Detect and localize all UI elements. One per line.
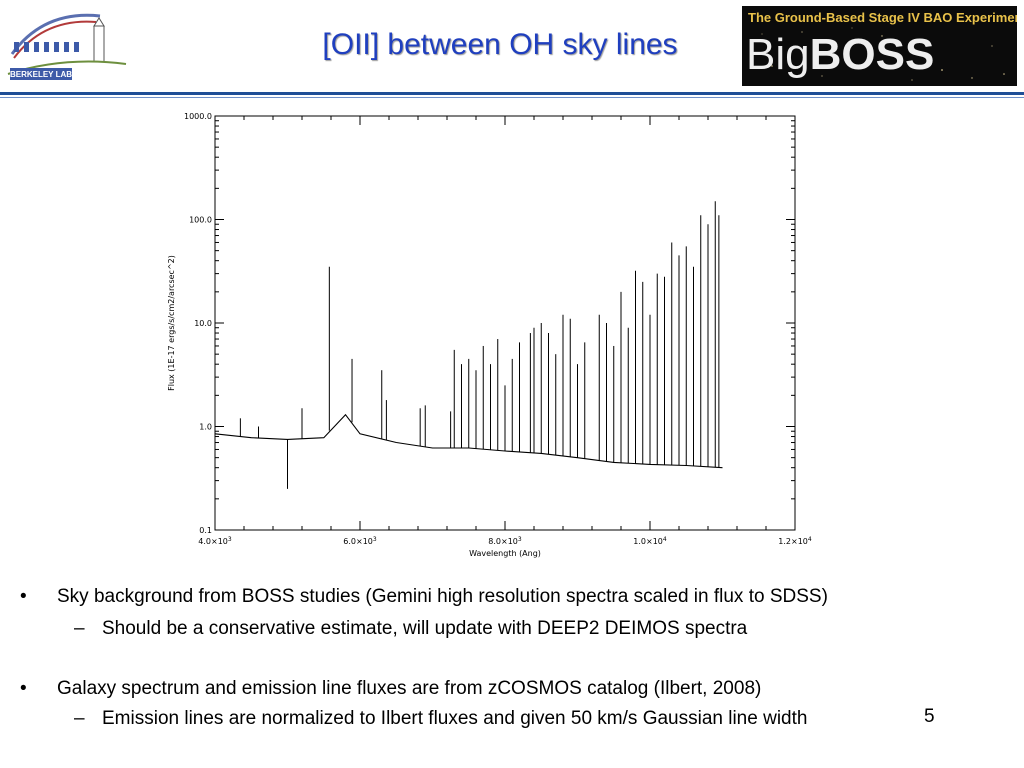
bullet-glyph: • [20, 678, 27, 699]
bullet-item: • Sky background from BOSS studies (Gemin… [20, 586, 828, 608]
series-0-continuum [214, 413, 723, 469]
bigboss-strap: The Ground-Based Stage IV BAO Experiment [748, 10, 1017, 25]
axis-ticks [214, 115, 796, 531]
header-rule [0, 92, 1024, 95]
sub-bullet-item: – Should be a conservative estimate, will… [74, 618, 747, 640]
x-tick-label: 4.0×103 [198, 536, 232, 546]
y-tick-label: 100.0 [189, 216, 212, 225]
dash-glyph: – [74, 618, 85, 639]
sub-bullet-text: Emission lines are normalized to Ilbert … [102, 708, 808, 729]
x-tick-labels: 4.0×103 6.0×103 8.0×103 1.0×104 1.2×104 [198, 536, 812, 546]
series-group [214, 201, 723, 489]
berkeley-lab-logo: BERKELEY LAB [7, 13, 127, 80]
x-tick-label: 1.2×104 [778, 536, 812, 546]
y-axis-label: Flux (1E-17 ergs/s/cm2/arcsec^2) [167, 255, 176, 391]
slide-title: [OII] between OH sky lines [322, 28, 678, 61]
star-field [761, 27, 1005, 81]
y-tick-labels: 0.1 1.0 10.0 100.0 1000.0 [184, 112, 212, 535]
y-tick-label: 1000.0 [184, 112, 212, 121]
bullet-glyph: • [20, 586, 27, 607]
bigboss-word-boss: BOSS [809, 30, 935, 79]
lbl-logo-text: BERKELEY LAB [10, 70, 72, 79]
bullet-item: • Galaxy spectrum and emission line fluxe… [20, 678, 761, 700]
y-tick-label: 1.0 [199, 423, 212, 432]
y-tick-label: 0.1 [199, 526, 212, 535]
dash-glyph: – [74, 708, 85, 729]
bigboss-logo: The Ground-Based Stage IV BAO Experiment… [742, 6, 1017, 86]
sub-bullet-text: Should be a conservative estimate, will … [102, 618, 748, 639]
page-number: 5 [924, 706, 935, 727]
bullet-text: Galaxy spectrum and emission line fluxes… [57, 678, 762, 699]
sub-bullet-item: – Emission lines are normalized to Ilbert… [74, 708, 807, 730]
x-tick-label: 8.0×103 [488, 536, 522, 546]
y-tick-label: 10.0 [194, 319, 212, 328]
x-tick-label: 1.0×104 [633, 536, 667, 546]
bigboss-word-big: Big [746, 30, 810, 79]
header-rule-thin [0, 97, 1024, 98]
bigboss-wordmark: BigBOSS [746, 30, 934, 80]
spectrum-chart: 4.0×103 6.0×103 8.0×103 1.0×104 1.2×104 0.1 1… [167, 112, 812, 558]
bullet-text: Sky background from BOSS studies (Gemini… [57, 586, 828, 607]
x-axis-label: Wavelength (Ang) [469, 549, 541, 558]
x-tick-label: 6.0×103 [343, 536, 377, 546]
